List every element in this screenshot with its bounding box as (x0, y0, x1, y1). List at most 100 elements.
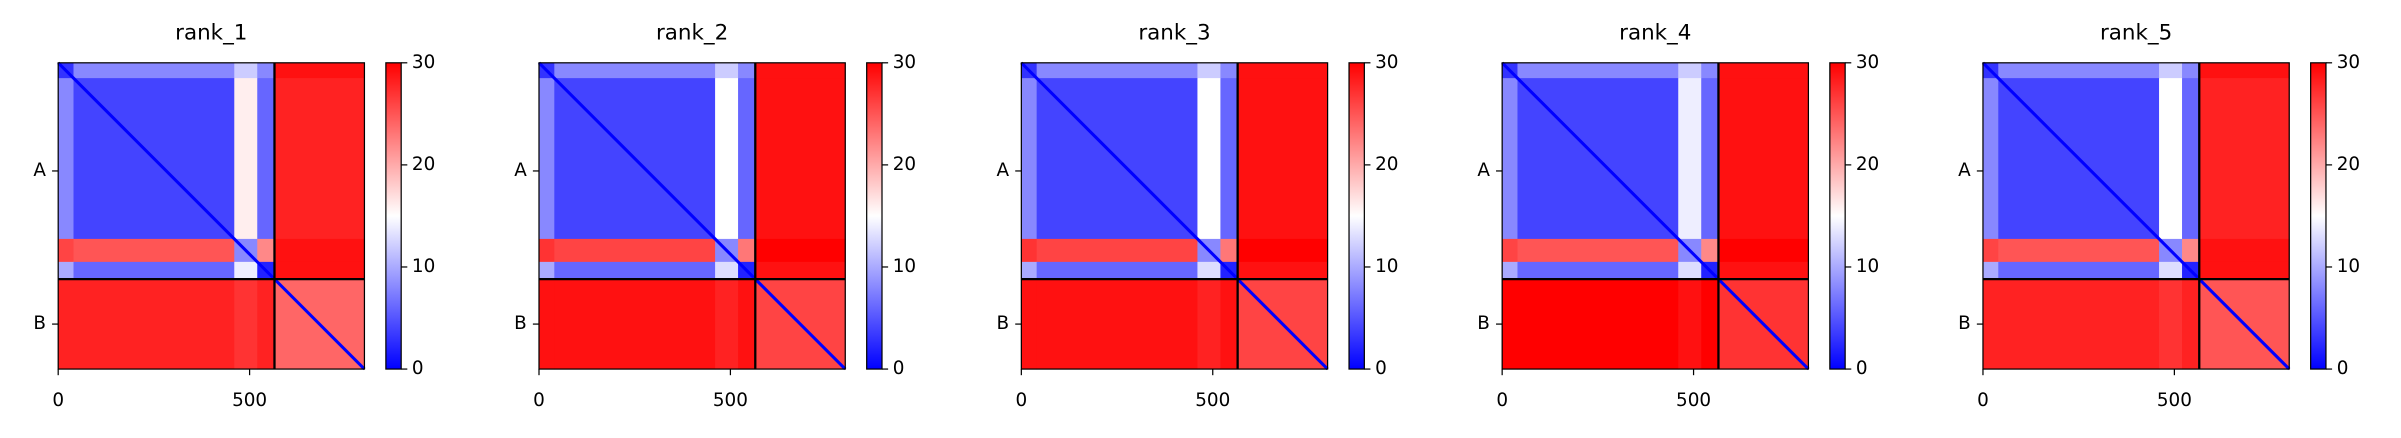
colorbar (866, 62, 883, 370)
heat-cell (73, 279, 235, 370)
x-tick-label: 0 (1016, 390, 1028, 411)
chain-label: B (33, 313, 46, 334)
heat-cell (1517, 279, 1679, 370)
heat-cell (257, 62, 275, 79)
heat-cell (1197, 279, 1221, 370)
heat-cell (539, 238, 555, 263)
x-tick-label: 500 (232, 390, 267, 411)
x-tick-label: 0 (1977, 390, 1989, 411)
heat-cell (1502, 279, 1518, 370)
heat-cell (1998, 62, 2160, 79)
heat-cell (1678, 78, 1702, 240)
chain-label: B (1477, 313, 1490, 334)
heat-cell (1517, 238, 1679, 263)
heat-cell (1220, 238, 1239, 263)
axes-frame (57, 62, 366, 370)
axes-frame (1982, 62, 2290, 370)
chain-label: A (514, 160, 527, 181)
heat-cell (1718, 261, 1809, 280)
colorbar-tick-label: 20 (2337, 154, 2360, 175)
colorbar-tick-label: 20 (893, 154, 916, 175)
heat-cell (1036, 261, 1198, 280)
heat-cell (2199, 78, 2290, 240)
heat-cell (1021, 238, 1038, 263)
colorbar-tick-label: 30 (1375, 52, 1398, 73)
heat-cell (274, 261, 365, 280)
heat-cell (554, 62, 716, 79)
heat-cell (2159, 261, 2183, 280)
heat-cell (755, 78, 846, 240)
heat-cell (715, 261, 739, 280)
heat-cell (73, 62, 235, 79)
colorbar-tick-label: 30 (893, 52, 916, 73)
heat-cell (1502, 78, 1518, 240)
heat-cell (1237, 238, 1329, 263)
heat-cell (1982, 279, 1999, 370)
colorbar-tick-label: 30 (1856, 52, 1879, 73)
diagonal (1501, 61, 1810, 371)
panel-title: rank_4 (1619, 21, 1691, 46)
heat-cell (755, 62, 846, 79)
heat-cell (58, 78, 74, 240)
heat-cell (58, 279, 74, 370)
heat-cell (1237, 62, 1329, 79)
heat-cell (1718, 78, 1809, 240)
heat-cell (554, 279, 716, 370)
x-tick-label: 500 (2157, 390, 2192, 411)
colorbar (2310, 62, 2327, 370)
heat-cell (1701, 238, 1719, 263)
heat-cell (234, 261, 258, 280)
colorbar (1829, 62, 1846, 370)
colorbar-tick-label: 20 (412, 154, 435, 175)
heat-cell (1220, 279, 1239, 370)
colorbar-tick-label: 0 (893, 358, 905, 379)
diagonal (1981, 61, 2291, 371)
heat-cell (539, 78, 555, 240)
panel-title: rank_2 (656, 21, 728, 46)
heat-cell (755, 238, 846, 263)
colorbar-tick-label: 10 (893, 256, 916, 277)
heat-cell (73, 261, 235, 280)
heat-cell (539, 279, 555, 370)
heat-cell (1678, 62, 1702, 79)
heat-cell (539, 261, 555, 280)
heat-cell (58, 238, 74, 263)
heat-cell (715, 62, 739, 79)
colorbar-tick-label: 10 (1856, 256, 1879, 277)
colorbar-tick-label: 20 (1375, 154, 1398, 175)
heat-cell (2182, 78, 2200, 240)
colorbar-tick-label: 10 (412, 256, 435, 277)
diagonal (57, 61, 366, 371)
colorbar-tick-label: 10 (1375, 256, 1398, 277)
heat-cell (755, 261, 846, 280)
heat-cell (2159, 62, 2183, 79)
heat-cell (2199, 238, 2290, 263)
heat-cell (257, 78, 275, 240)
colorbar (1348, 62, 1365, 370)
heat-cell (738, 78, 756, 240)
heat-cell (234, 279, 258, 370)
axes-frame (538, 62, 846, 370)
heat-cell (1701, 78, 1719, 240)
heat-cell (1021, 78, 1038, 240)
heat-cell (1220, 62, 1239, 79)
heat-cell (1021, 279, 1038, 370)
heat-cell (1701, 279, 1719, 370)
heat-cell (1502, 238, 1518, 263)
chain-label: A (1477, 160, 1490, 181)
heat-cell (1021, 261, 1038, 280)
colorbar-tick-label: 0 (1375, 358, 1387, 379)
heat-cell (257, 279, 275, 370)
heat-cell (738, 279, 756, 370)
x-tick-label: 500 (1195, 390, 1230, 411)
heat-cell (1998, 238, 2160, 263)
colorbar-tick-label: 0 (1856, 358, 1868, 379)
heat-cell (1982, 261, 1999, 280)
colorbar-tick-label: 0 (2337, 358, 2349, 379)
heat-cell (1237, 261, 1329, 280)
colorbar (385, 62, 402, 370)
heat-cell (274, 238, 365, 263)
heat-cell (2199, 62, 2290, 79)
